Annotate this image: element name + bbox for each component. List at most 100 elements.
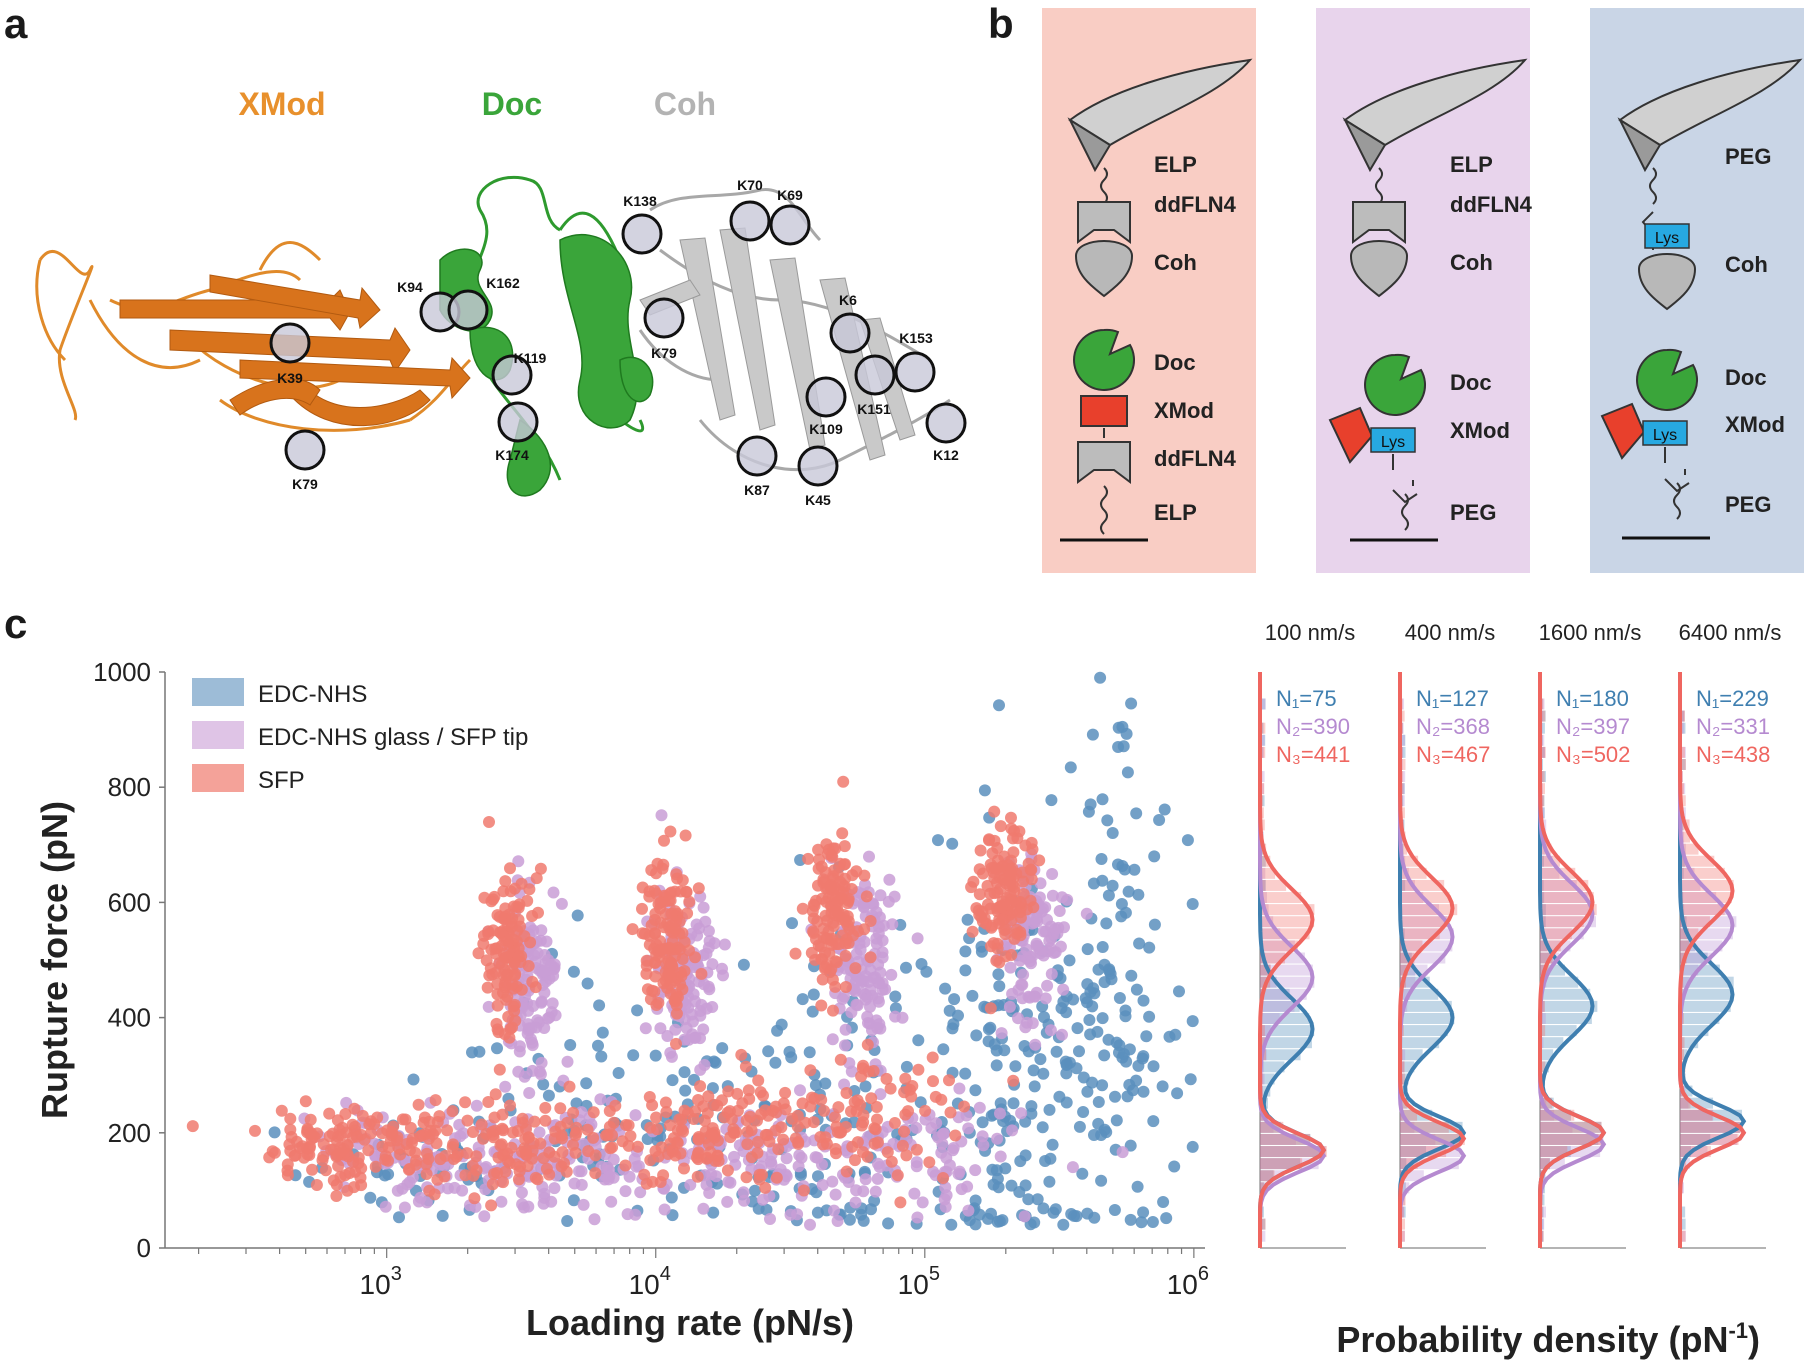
scatter-point — [976, 1116, 989, 1129]
hist-bar — [1260, 1073, 1275, 1085]
hist-bar — [1400, 746, 1406, 758]
scatter-point — [1058, 921, 1070, 934]
scatter-point — [561, 1215, 574, 1227]
scatter-point — [632, 1160, 645, 1173]
hist-bar — [1260, 928, 1310, 940]
scatter-point — [1181, 834, 1194, 847]
legend-swatch-edc — [192, 678, 244, 706]
scatter-point — [974, 844, 987, 857]
hist-bar — [1680, 722, 1685, 734]
scatter-point — [594, 1093, 607, 1106]
scatter-point — [807, 988, 820, 1001]
scatter-point — [871, 1113, 883, 1126]
scatter-point — [670, 999, 683, 1012]
scatter-point — [285, 1131, 298, 1143]
scatter-point — [816, 1179, 829, 1191]
n-count-label: N₁=127 — [1416, 686, 1489, 711]
scatter-point — [288, 1149, 301, 1162]
rupture-force-scatter: 0 200 400 600 800 1000 103 104 105 106 EDC-NHS ED… — [34, 657, 1209, 1343]
svg-text:K174: K174 — [495, 447, 529, 463]
hist-bar — [1260, 940, 1295, 952]
scatter-point — [742, 1084, 755, 1097]
scatter-point — [998, 924, 1011, 936]
scatter-point — [412, 1098, 425, 1111]
scatter-point — [1153, 814, 1166, 826]
scatter-point — [1115, 898, 1128, 910]
scatter-point — [504, 1099, 516, 1112]
scatter-point — [678, 965, 691, 977]
hist-bar — [1540, 734, 1545, 746]
scatter-point — [825, 849, 838, 862]
scatter-point — [577, 1198, 590, 1211]
scatter-point — [812, 1170, 824, 1183]
scatter-point — [1039, 1155, 1052, 1167]
scatter-point — [935, 1146, 948, 1159]
scatter-point — [354, 1171, 367, 1184]
scatter-point — [927, 1075, 939, 1088]
scatter-point — [938, 1193, 951, 1206]
hist-bar — [1400, 988, 1410, 1000]
scatter-point — [1128, 863, 1141, 876]
scatter-point — [691, 1170, 704, 1183]
scatter-point — [646, 1099, 659, 1112]
scatter-point — [993, 699, 1005, 712]
scatter-point — [673, 1113, 686, 1126]
scatter-point — [518, 1070, 531, 1083]
hist-bar — [1680, 867, 1725, 879]
scatter-point — [992, 968, 1005, 981]
scatter-point — [670, 1037, 682, 1050]
hist-bar — [1680, 928, 1689, 940]
hist-bar — [1540, 916, 1596, 928]
scatter-point — [1050, 1045, 1063, 1058]
scatter-point — [1102, 889, 1115, 902]
scatter-point — [911, 1211, 924, 1224]
scatter-point — [1046, 889, 1059, 902]
scatter-point — [587, 1106, 600, 1119]
hist-bar — [1680, 1133, 1711, 1145]
scatter-point — [527, 924, 540, 937]
scatter-point — [461, 1147, 473, 1160]
scatter-point — [593, 999, 606, 1012]
scatter-point — [1100, 917, 1113, 930]
scatter-point — [666, 1074, 679, 1087]
scatter-point — [670, 1007, 683, 1020]
hist-bar — [1540, 771, 1545, 783]
scatter-point — [341, 1184, 354, 1197]
scatter-point — [882, 1217, 895, 1230]
scatter-point — [1005, 811, 1017, 824]
hist-bar — [1400, 928, 1454, 940]
scatter-point — [1156, 1080, 1169, 1093]
hist-bar — [1260, 1037, 1266, 1049]
hist-bar — [1540, 746, 1546, 758]
scatter-point — [319, 1164, 332, 1177]
scatter-point — [984, 902, 997, 915]
scatter-point — [899, 1072, 912, 1085]
scatter-point — [697, 901, 710, 914]
scatter-point — [683, 895, 696, 908]
hist-bar — [1260, 1025, 1271, 1037]
label-elp-top: ELP — [1154, 152, 1197, 177]
scatter-point — [679, 1084, 692, 1097]
hist-bar — [1540, 904, 1597, 916]
scatter-point — [1101, 814, 1114, 827]
scatter-point — [1026, 1017, 1039, 1030]
scatter-point — [855, 1208, 868, 1221]
scatter-point — [859, 1173, 872, 1186]
scatter-point — [629, 1208, 642, 1221]
scatter-point — [675, 1123, 688, 1136]
scatter-point — [869, 1123, 882, 1136]
hist-bar — [1400, 1012, 1455, 1024]
label-elp-bottom: ELP — [1154, 500, 1197, 525]
scatter-point — [497, 1124, 510, 1137]
scatter-point — [1007, 1074, 1020, 1087]
scatter-point — [815, 999, 828, 1012]
scatter-point — [1039, 992, 1052, 1005]
scatter-point — [547, 886, 560, 899]
scatter-point — [1092, 963, 1105, 976]
hist-bar — [1680, 855, 1687, 867]
scatter-point — [838, 840, 851, 853]
scatter-point — [988, 805, 1001, 818]
scatter-point — [1184, 1073, 1197, 1086]
scatter-point — [497, 1176, 509, 1189]
scatter-point — [1086, 1000, 1099, 1013]
